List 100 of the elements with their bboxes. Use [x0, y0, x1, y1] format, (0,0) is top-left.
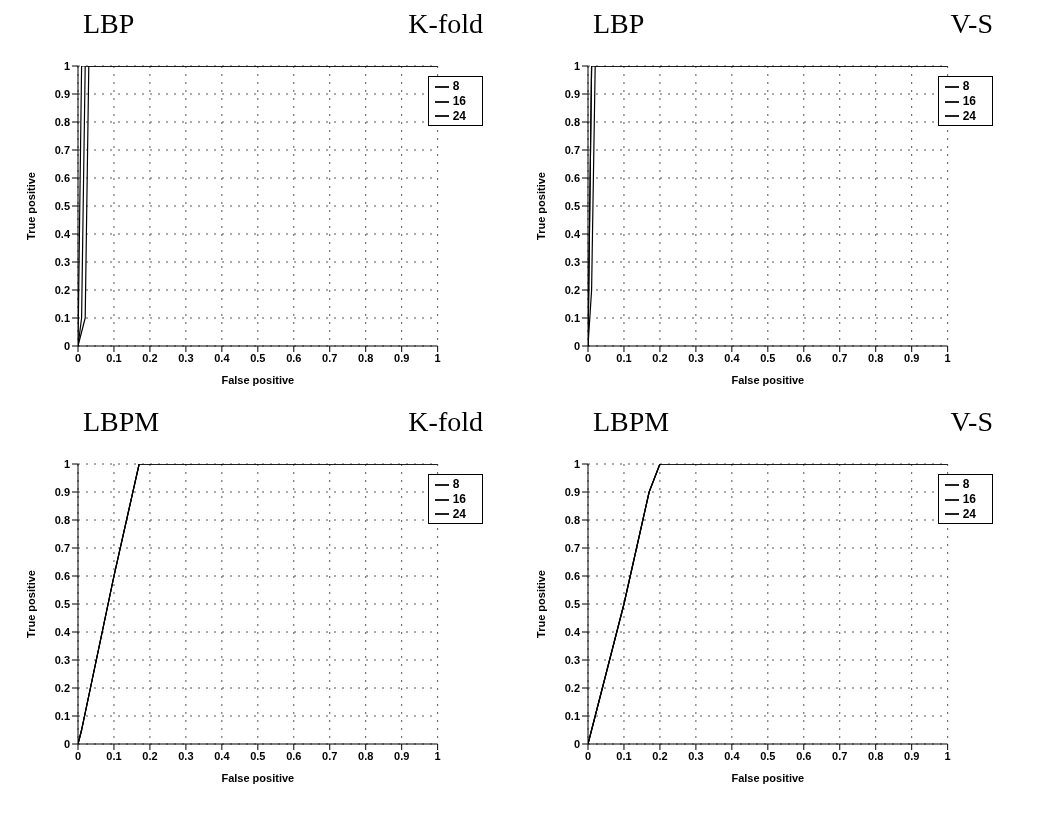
- x-tick-label: 1: [434, 749, 441, 762]
- y-tick-label: 0.7: [564, 143, 580, 156]
- y-tick-label: 1: [63, 59, 70, 72]
- x-tick-label: 0.6: [286, 749, 302, 762]
- x-tick-label: 1: [944, 351, 951, 364]
- x-tick-label: 0.5: [250, 351, 266, 364]
- x-tick-label: 0.3: [688, 351, 704, 364]
- y-tick-label: 0: [63, 737, 70, 750]
- x-tick-label: 0.1: [616, 749, 632, 762]
- chart-subtitle: V-S: [950, 406, 993, 439]
- y-tick-label: 0.8: [54, 115, 70, 128]
- x-tick-label: 1: [944, 749, 951, 762]
- legend-label: 24: [452, 108, 466, 123]
- x-tick-label: 0.6: [796, 351, 812, 364]
- y-tick-label: 0.7: [54, 143, 70, 156]
- legend-label: 16: [452, 93, 466, 108]
- y-tick-label: 0.2: [564, 681, 580, 694]
- legend-label: 24: [962, 506, 976, 521]
- x-tick-label: 0.7: [832, 749, 848, 762]
- y-tick-label: 0.8: [564, 115, 580, 128]
- x-tick-label: 0.5: [760, 749, 776, 762]
- y-axis-title: True positive: [24, 172, 37, 240]
- x-tick-label: 0.6: [796, 749, 812, 762]
- y-tick-label: 0: [573, 737, 580, 750]
- y-tick-label: 0.5: [54, 199, 70, 212]
- y-tick-label: 0.8: [54, 513, 70, 526]
- x-axis-title: False positive: [221, 374, 295, 386]
- y-tick-label: 0.9: [54, 485, 70, 498]
- x-tick-label: 0.3: [178, 749, 194, 762]
- legend-label: 24: [452, 506, 466, 521]
- chart-title: LBPM: [593, 406, 670, 439]
- y-tick-label: 0.2: [54, 283, 70, 296]
- y-tick-label: 0.6: [564, 569, 580, 582]
- x-tick-label: 0: [584, 351, 592, 364]
- x-axis-title: False positive: [221, 772, 295, 784]
- x-tick-label: 0.2: [142, 351, 158, 364]
- x-tick-label: 0.4: [724, 749, 741, 762]
- y-tick-label: 0.6: [564, 171, 580, 184]
- y-axis-title: True positive: [24, 570, 37, 638]
- chart-subtitle: K-fold: [408, 8, 483, 41]
- x-tick-label: 0.6: [286, 351, 302, 364]
- chart-title: LBP: [593, 8, 645, 41]
- x-tick-label: 0.3: [178, 351, 194, 364]
- y-tick-label: 0.9: [564, 485, 580, 498]
- x-tick-label: 0: [584, 749, 592, 762]
- y-tick-label: 0.9: [564, 87, 580, 100]
- x-tick-label: 0.8: [358, 351, 374, 364]
- y-tick-label: 0.3: [54, 653, 70, 666]
- x-tick-label: 0.3: [688, 749, 704, 762]
- legend-label: 8: [452, 79, 460, 93]
- y-tick-label: 0.2: [54, 681, 70, 694]
- x-tick-label: 0: [74, 749, 82, 762]
- y-tick-label: 0.1: [54, 709, 70, 722]
- chart-subtitle: K-fold: [408, 406, 483, 439]
- y-tick-label: 0.4: [54, 227, 71, 240]
- y-tick-label: 0.1: [54, 311, 70, 324]
- x-tick-label: 0.8: [358, 749, 374, 762]
- x-tick-label: 0.2: [652, 351, 668, 364]
- x-tick-label: 0.5: [250, 749, 266, 762]
- x-tick-label: 0.8: [868, 351, 884, 364]
- legend-label: 8: [452, 477, 460, 491]
- y-tick-label: 0.1: [564, 311, 580, 324]
- y-tick-label: 0.4: [564, 227, 581, 240]
- y-tick-label: 0.7: [564, 541, 580, 554]
- x-tick-label: 0.7: [832, 351, 848, 364]
- y-tick-label: 0.9: [54, 87, 70, 100]
- y-tick-label: 0.2: [564, 283, 580, 296]
- legend-label: 8: [962, 79, 970, 93]
- y-tick-label: 0.3: [564, 255, 580, 268]
- y-axis-title: True positive: [534, 172, 547, 240]
- chart-subtitle: V-S: [950, 8, 993, 41]
- x-tick-label: 0.4: [724, 351, 741, 364]
- x-tick-label: 0.1: [106, 351, 122, 364]
- legend-label: 16: [962, 491, 976, 506]
- x-tick-label: 0.4: [214, 351, 231, 364]
- x-tick-label: 0.5: [760, 351, 776, 364]
- y-tick-label: 0.5: [564, 597, 580, 610]
- y-tick-label: 1: [63, 457, 70, 470]
- y-tick-label: 1: [573, 457, 580, 470]
- y-tick-label: 0.6: [54, 569, 70, 582]
- x-tick-label: 0.8: [868, 749, 884, 762]
- chart-title: LBPM: [83, 406, 160, 439]
- x-tick-label: 0.1: [106, 749, 122, 762]
- x-axis-title: False positive: [731, 374, 805, 386]
- legend-label: 16: [452, 491, 466, 506]
- x-tick-label: 0.1: [616, 351, 632, 364]
- x-axis-title: False positive: [731, 772, 805, 784]
- y-tick-label: 0.5: [564, 199, 580, 212]
- y-tick-label: 0: [63, 339, 70, 352]
- y-tick-label: 0.6: [54, 171, 70, 184]
- x-tick-label: 0.7: [322, 351, 338, 364]
- x-tick-label: 0.7: [322, 749, 338, 762]
- x-tick-label: 0: [74, 351, 82, 364]
- y-tick-label: 0.4: [564, 625, 581, 638]
- y-tick-label: 1: [573, 59, 580, 72]
- chart-title: LBP: [83, 8, 135, 41]
- y-axis-title: True positive: [534, 570, 547, 638]
- x-tick-label: 1: [434, 351, 441, 364]
- x-tick-label: 0.9: [394, 351, 410, 364]
- legend-label: 8: [962, 477, 970, 491]
